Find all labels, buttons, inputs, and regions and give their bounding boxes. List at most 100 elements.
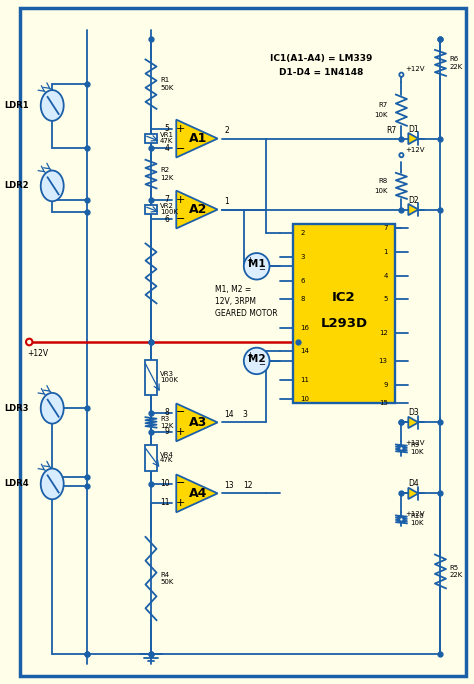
Text: 14: 14	[301, 348, 309, 354]
Text: R6: R6	[450, 56, 459, 62]
Text: 9: 9	[383, 382, 388, 388]
Text: 9: 9	[164, 428, 169, 436]
Ellipse shape	[41, 90, 64, 121]
Text: +12V: +12V	[405, 440, 425, 446]
Text: IC2: IC2	[332, 291, 356, 304]
Text: A1: A1	[189, 132, 208, 145]
Text: GEARED MOTOR: GEARED MOTOR	[215, 309, 278, 318]
Text: 4: 4	[164, 144, 169, 153]
Text: 12: 12	[243, 481, 252, 490]
Text: R2: R2	[160, 168, 169, 173]
Text: A4: A4	[189, 487, 208, 500]
Text: IC1(A1-A4) = LM339: IC1(A1-A4) = LM339	[270, 53, 372, 63]
Text: 14: 14	[225, 410, 234, 419]
Circle shape	[399, 73, 403, 77]
Polygon shape	[408, 417, 419, 428]
Text: R7: R7	[387, 126, 397, 135]
Polygon shape	[408, 204, 419, 215]
Circle shape	[244, 253, 270, 280]
Text: +12V: +12V	[405, 66, 425, 73]
Text: 4: 4	[383, 273, 388, 279]
Text: LDR3: LDR3	[5, 404, 29, 412]
Text: M1: M1	[248, 259, 265, 269]
Text: 12K: 12K	[160, 175, 173, 181]
Text: 11: 11	[301, 377, 310, 383]
Polygon shape	[176, 404, 218, 441]
Text: +12V: +12V	[405, 147, 425, 153]
Polygon shape	[176, 191, 218, 228]
Text: 5: 5	[383, 296, 388, 302]
Ellipse shape	[41, 469, 64, 499]
Text: 3: 3	[243, 410, 248, 419]
Text: R7: R7	[378, 103, 388, 109]
Text: 16: 16	[301, 325, 310, 331]
Text: +12V: +12V	[405, 511, 425, 517]
Text: LDR2: LDR2	[5, 181, 29, 190]
Text: 10K: 10K	[410, 449, 424, 456]
Circle shape	[399, 517, 403, 521]
Ellipse shape	[41, 170, 64, 201]
Text: R4: R4	[160, 572, 169, 578]
Circle shape	[244, 347, 270, 374]
Text: 2: 2	[301, 231, 305, 236]
Text: R1: R1	[160, 77, 169, 83]
Text: D3: D3	[408, 408, 419, 417]
Text: 13: 13	[225, 481, 234, 490]
Text: D2: D2	[408, 196, 419, 205]
Text: L293D: L293D	[320, 317, 367, 330]
Text: 15: 15	[379, 401, 388, 406]
Text: 22K: 22K	[450, 64, 463, 70]
Text: 7: 7	[164, 195, 169, 204]
Text: 50K: 50K	[160, 85, 173, 91]
Polygon shape	[176, 120, 218, 157]
Text: D4: D4	[408, 479, 419, 488]
Text: 1: 1	[225, 197, 229, 206]
Circle shape	[399, 153, 403, 157]
Text: 6: 6	[301, 278, 305, 283]
Text: +: +	[246, 351, 253, 360]
Text: 47K: 47K	[160, 458, 173, 463]
Text: +: +	[246, 256, 253, 265]
Text: 10K: 10K	[374, 112, 388, 118]
Text: VR3: VR3	[160, 371, 174, 377]
Text: VR2: VR2	[160, 203, 174, 209]
Text: 10: 10	[160, 479, 169, 488]
Text: D1: D1	[408, 124, 419, 133]
Text: 5: 5	[164, 124, 169, 133]
Text: 8: 8	[301, 296, 305, 302]
Text: 11: 11	[160, 499, 169, 508]
Text: 1: 1	[383, 249, 388, 255]
Text: R5: R5	[450, 565, 459, 570]
Text: −: −	[176, 144, 185, 153]
Text: 8: 8	[164, 408, 169, 417]
Text: 100K: 100K	[160, 209, 178, 215]
Text: −: −	[176, 408, 185, 417]
Polygon shape	[176, 475, 218, 512]
Text: R3: R3	[160, 416, 169, 421]
Text: D1-D4 = 1N4148: D1-D4 = 1N4148	[279, 68, 363, 77]
Ellipse shape	[41, 393, 64, 423]
Text: LDR4: LDR4	[5, 479, 29, 488]
Text: −: −	[258, 265, 265, 274]
Text: 12: 12	[379, 330, 388, 336]
Circle shape	[399, 447, 403, 451]
Text: +: +	[176, 499, 185, 508]
Text: 10K: 10K	[410, 521, 424, 526]
Text: +12V: +12V	[27, 350, 48, 358]
Text: VR1: VR1	[160, 132, 174, 138]
Text: 3: 3	[301, 254, 305, 260]
Text: +: +	[176, 124, 185, 133]
Text: A2: A2	[189, 203, 208, 216]
Text: 6: 6	[164, 215, 169, 224]
Bar	[145, 205, 157, 214]
Polygon shape	[408, 133, 419, 144]
Polygon shape	[408, 488, 419, 499]
Text: VR4: VR4	[160, 451, 174, 458]
Text: 12V, 3RPM: 12V, 3RPM	[215, 298, 256, 306]
Text: 22K: 22K	[450, 573, 463, 578]
Text: −: −	[258, 360, 265, 369]
Text: −: −	[176, 215, 185, 224]
Text: M1, M2 =: M1, M2 =	[215, 285, 252, 295]
Text: +: +	[176, 195, 185, 205]
Text: 13: 13	[379, 358, 388, 364]
